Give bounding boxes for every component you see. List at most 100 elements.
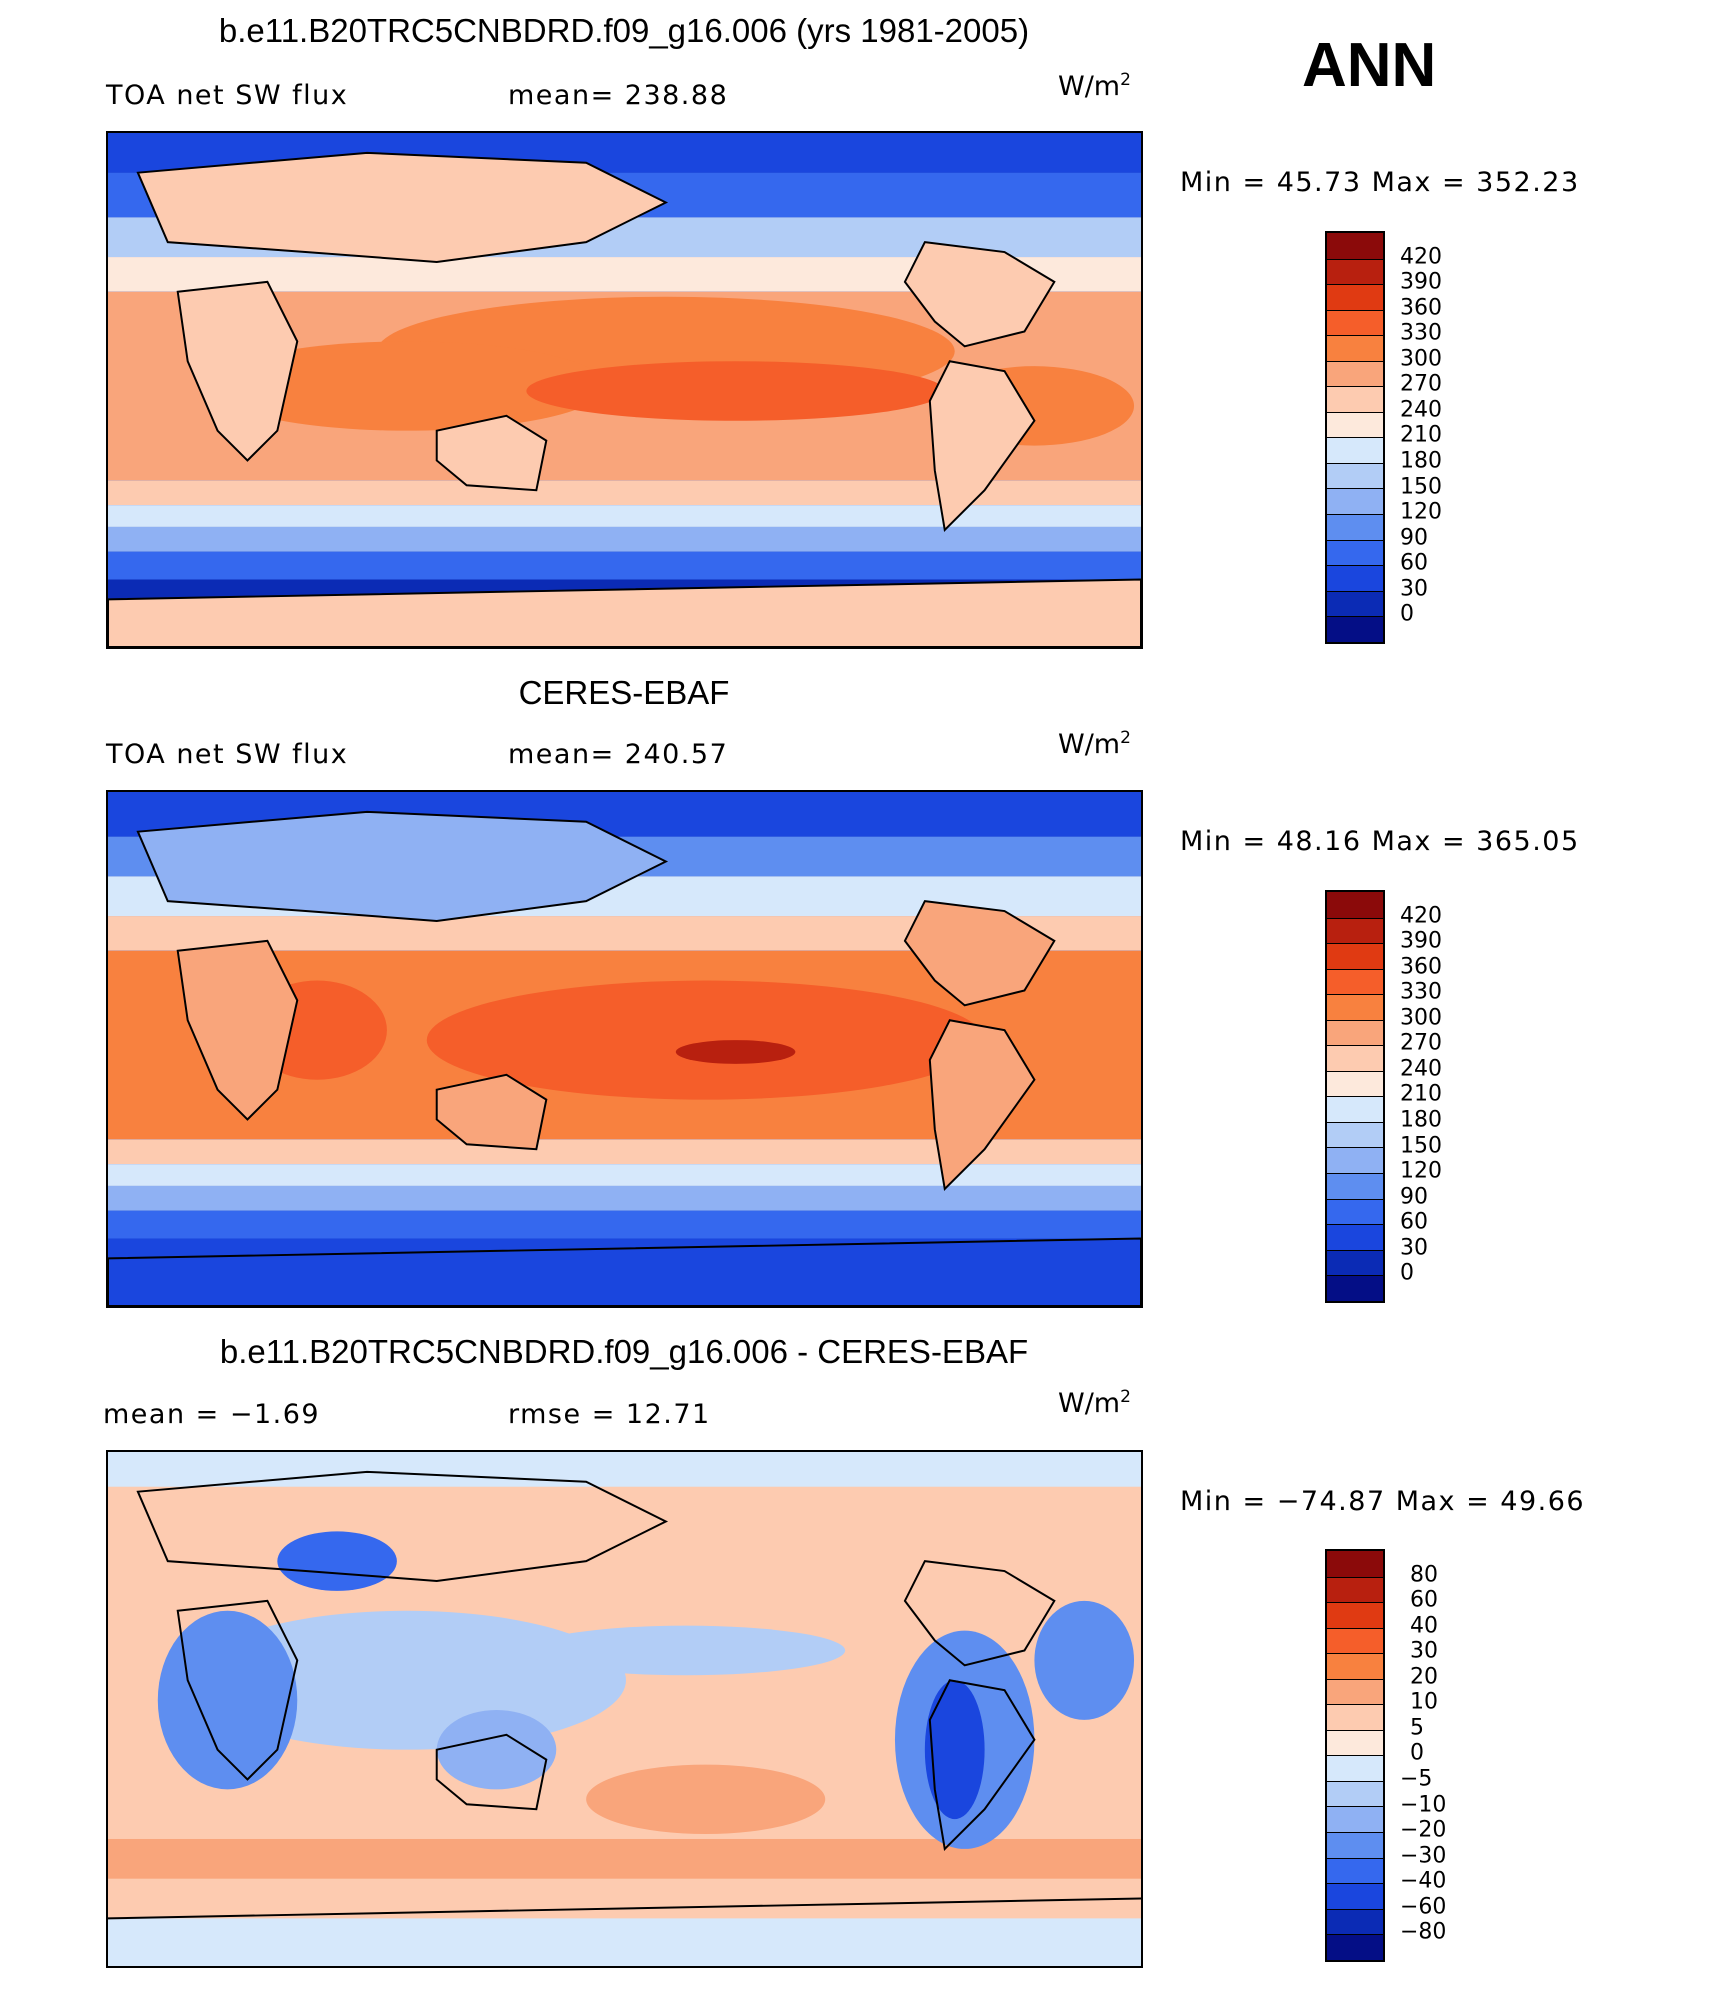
colorbar-swatch — [1327, 386, 1383, 412]
colorbar-swatch — [1327, 309, 1383, 336]
colorbar-tick-label: −40 — [1400, 1868, 1447, 1894]
colorbar-swatch — [1327, 1224, 1383, 1250]
colorbar-swatch — [1327, 335, 1383, 361]
panel-3-contour-map — [108, 1452, 1141, 1966]
panel-1-title: b.e11.B20TRC5CNBDRD.f09_g16.006 (yrs 198… — [218, 12, 1030, 49]
panel-3-mean-label: mean = −1.69 — [103, 1399, 321, 1430]
colorbar-tick-label: 80 — [1410, 1562, 1438, 1588]
colorbar-tick-label: 180 — [1400, 1107, 1442, 1133]
colorbar-swatch — [1327, 1121, 1383, 1148]
colorbar-tick-label: 30 — [1400, 576, 1428, 602]
colorbar-tick-label: 330 — [1400, 320, 1442, 346]
colorbar-tick-label: 30 — [1410, 1638, 1438, 1664]
colorbar-tick-label: 300 — [1400, 1005, 1442, 1031]
colorbar-tick-label: 60 — [1410, 1587, 1438, 1613]
colorbar-tick-label: 330 — [1400, 979, 1442, 1005]
colorbar-tick-label: 5 — [1410, 1715, 1424, 1741]
colorbar-tick-label: 390 — [1400, 928, 1442, 954]
panel-3-map — [106, 1450, 1143, 1968]
colorbar-swatch — [1327, 968, 1383, 995]
panel-2-colorbar — [1325, 890, 1385, 1303]
panel-3-units: W/m2 — [1058, 1387, 1131, 1419]
colorbar-swatch — [1327, 1678, 1383, 1705]
colorbar-tick-label: 30 — [1400, 1235, 1428, 1261]
colorbar-tick-label: 360 — [1400, 295, 1442, 321]
colorbar-swatch — [1327, 616, 1383, 642]
colorbar-swatch — [1327, 1551, 1383, 1577]
colorbar-tick-label: 360 — [1400, 954, 1442, 980]
panel-1-variable-label: TOA net SW flux — [106, 80, 349, 111]
colorbar-swatch — [1327, 1857, 1383, 1884]
colorbar-swatch — [1327, 1934, 1383, 1960]
colorbar-tick-label: 420 — [1400, 244, 1442, 270]
colorbar-swatch — [1327, 1729, 1383, 1756]
colorbar-tick-label: 240 — [1400, 1056, 1442, 1082]
colorbar-tick-label: −5 — [1400, 1766, 1433, 1792]
panel-1-colorbar — [1325, 231, 1385, 644]
colorbar-tick-label: 390 — [1400, 269, 1442, 295]
panel-2-mean-label: mean= 240.57 — [508, 739, 729, 770]
colorbar-swatch — [1327, 360, 1383, 387]
colorbar-swatch — [1327, 488, 1383, 515]
colorbar-swatch — [1327, 462, 1383, 489]
panel-2-map — [106, 790, 1143, 1308]
panel-2-title: CERES-EBAF — [518, 674, 730, 711]
colorbar-tick-label: 90 — [1400, 1184, 1428, 1210]
season-label: ANN — [1302, 31, 1437, 100]
colorbar-tick-label: 270 — [1400, 371, 1442, 397]
panel-2-contour-map — [108, 792, 1141, 1306]
colorbar-swatch — [1327, 1070, 1383, 1097]
colorbar-swatch — [1327, 1755, 1383, 1781]
panel-1-map — [106, 131, 1143, 649]
panel-3-minmax: Min = −74.87 Max = 49.66 — [1180, 1486, 1586, 1517]
panel-2-minmax: Min = 48.16 Max = 365.05 — [1180, 826, 1580, 857]
colorbar-tick-label: 150 — [1400, 1133, 1442, 1158]
colorbar-swatch — [1327, 411, 1383, 438]
colorbar-tick-label: 0 — [1410, 1740, 1424, 1766]
colorbar-tick-label: −10 — [1400, 1792, 1447, 1817]
colorbar-swatch — [1327, 1576, 1383, 1603]
colorbar-tick-label: −80 — [1400, 1919, 1447, 1945]
colorbar-tick-label: 300 — [1400, 346, 1442, 372]
colorbar-swatch — [1327, 590, 1383, 617]
colorbar-tick-label: 120 — [1400, 1158, 1442, 1184]
colorbar-tick-label: −60 — [1400, 1894, 1447, 1920]
colorbar-swatch — [1327, 1096, 1383, 1122]
colorbar-swatch — [1327, 514, 1383, 540]
colorbar-tick-label: 0 — [1400, 601, 1414, 627]
panel-1-units: W/m2 — [1058, 70, 1131, 102]
colorbar-swatch — [1327, 943, 1383, 969]
colorbar-swatch — [1327, 539, 1383, 566]
colorbar-swatch — [1327, 917, 1383, 944]
colorbar-swatch — [1327, 565, 1383, 591]
colorbar-tick-label: 60 — [1400, 1209, 1428, 1235]
colorbar-tick-label: 120 — [1400, 499, 1442, 525]
colorbar-swatch — [1327, 892, 1383, 918]
colorbar-tick-label: 180 — [1400, 448, 1442, 474]
panel-1-mean-label: mean= 238.88 — [508, 80, 729, 111]
colorbar-swatch — [1327, 1602, 1383, 1628]
colorbar-tick-label: 0 — [1400, 1260, 1414, 1286]
colorbar-tick-label: −20 — [1400, 1817, 1447, 1843]
colorbar-swatch — [1327, 1883, 1383, 1909]
colorbar-swatch — [1327, 1653, 1383, 1679]
colorbar-swatch — [1327, 1249, 1383, 1276]
colorbar-swatch — [1327, 1275, 1383, 1301]
colorbar-swatch — [1327, 1173, 1383, 1199]
colorbar-tick-label: 270 — [1400, 1030, 1442, 1056]
colorbar-tick-label: 40 — [1410, 1613, 1438, 1639]
colorbar-tick-label: 10 — [1410, 1689, 1438, 1715]
colorbar-tick-label: −30 — [1400, 1843, 1447, 1869]
colorbar-swatch — [1327, 1019, 1383, 1046]
colorbar-tick-label: 60 — [1400, 550, 1428, 576]
colorbar-swatch — [1327, 437, 1383, 463]
colorbar-tick-label: 240 — [1400, 397, 1442, 423]
colorbar-swatch — [1327, 258, 1383, 285]
colorbar-swatch — [1327, 1806, 1383, 1833]
colorbar-swatch — [1327, 994, 1383, 1020]
colorbar-swatch — [1327, 1832, 1383, 1858]
panel-3-rmse-label: rmse = 12.71 — [508, 1399, 711, 1430]
colorbar-swatch — [1327, 1147, 1383, 1174]
colorbar-tick-label: 150 — [1400, 474, 1442, 499]
colorbar-tick-label: 420 — [1400, 903, 1442, 929]
